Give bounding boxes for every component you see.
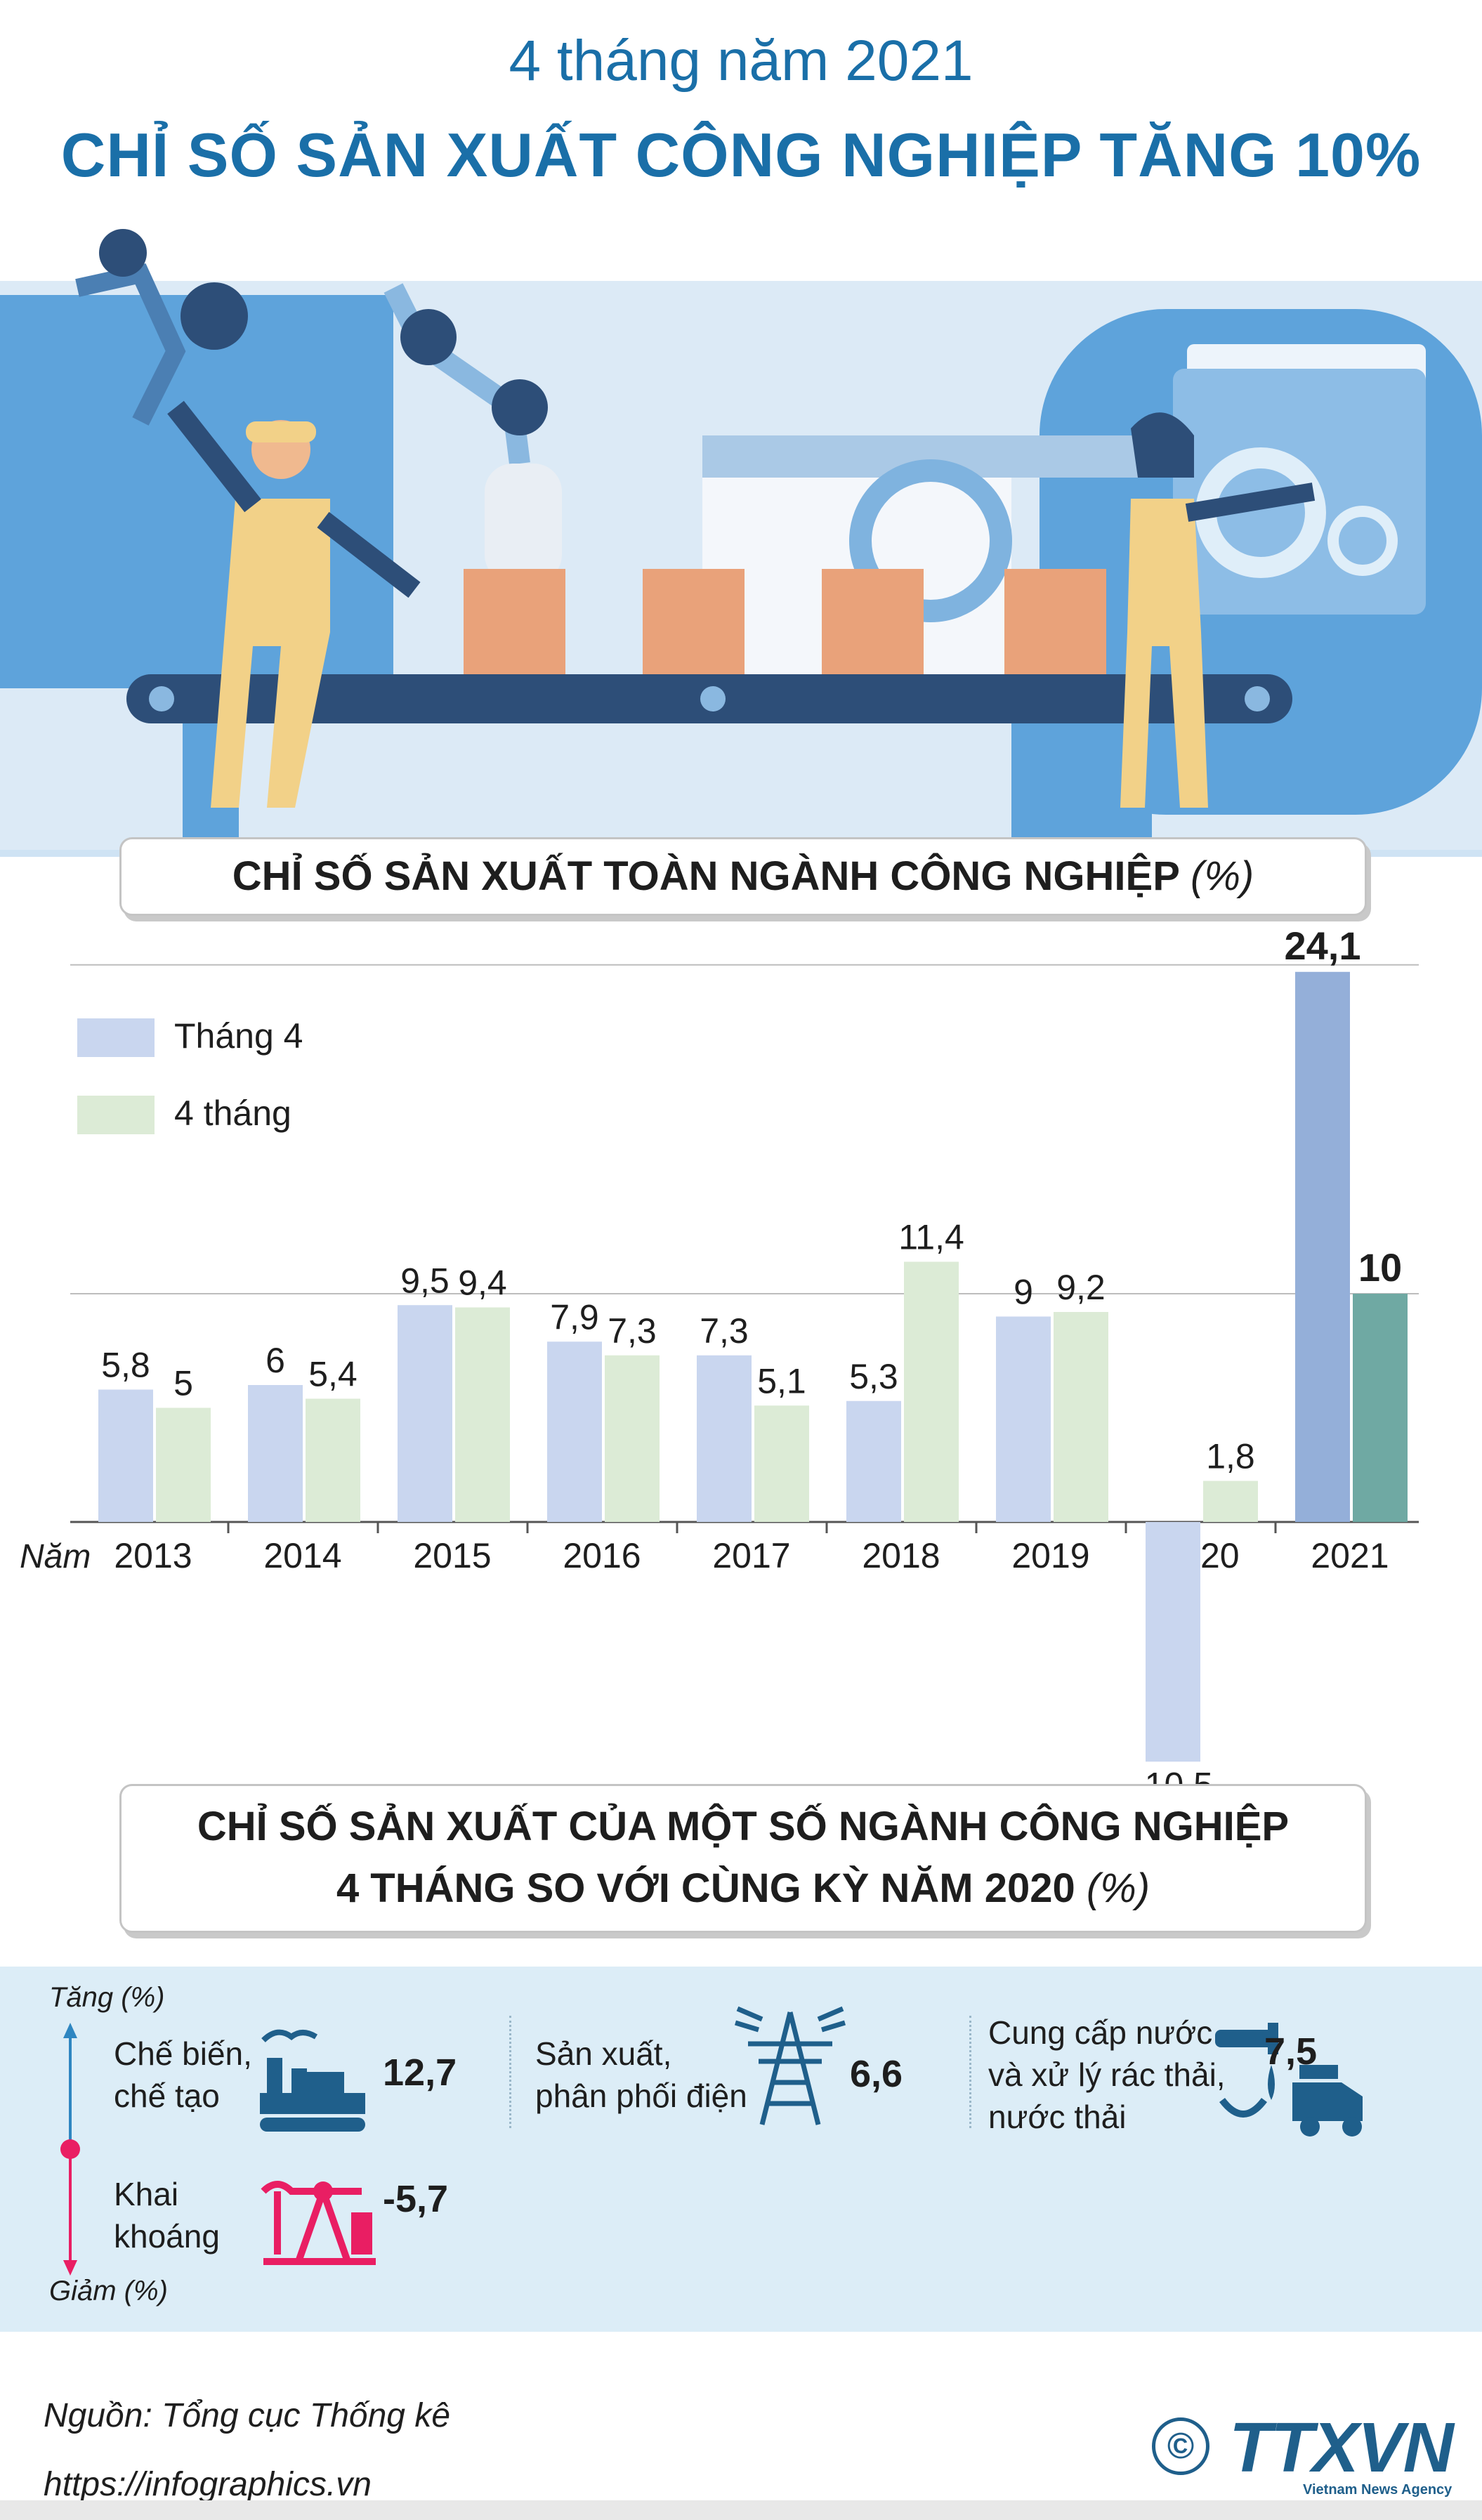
bar-april [1295, 971, 1350, 1522]
industry-label-electricity: Sản xuất, phân phối điện [535, 2035, 747, 2114]
x-axis-label: Năm [20, 1538, 91, 1575]
bar-april [1146, 1522, 1200, 1762]
data-label: 5,8 [101, 1346, 150, 1385]
logo-text: TTXVN [1229, 2408, 1454, 2487]
oil-pump-icon [261, 2181, 376, 2265]
industry-value-water: 7,5 [1264, 2030, 1318, 2073]
source-note: Nguồn: Tổng cục Thống kê [44, 2397, 451, 2434]
bar-april [996, 1316, 1051, 1522]
footer-strip [0, 2500, 1482, 2520]
increase-decrease-arrow-icon [60, 2023, 80, 2276]
data-label: 5,3 [849, 1357, 898, 1396]
data-label: 9,5 [400, 1261, 450, 1300]
section-unit: (%) [1086, 1865, 1150, 1911]
industry-value-mining: -5,7 [383, 2178, 449, 2220]
data-label: 5,4 [308, 1355, 358, 1394]
ttxvn-logo: © TTXVN Vietnam News Agency [1152, 2408, 1468, 2499]
data-label: 9,4 [458, 1264, 507, 1303]
bar-four-months [1054, 1312, 1108, 1522]
data-label: 5 [173, 1364, 193, 1403]
x-tick-label: 2019 [1011, 1536, 1089, 1575]
data-label: 9,2 [1056, 1268, 1106, 1307]
water-truck-icon [1215, 2023, 1363, 2137]
bar-four-months [904, 1261, 959, 1522]
separator [509, 2016, 511, 2128]
x-tick-label: 2017 [712, 1536, 790, 1575]
data-label: 7,9 [550, 1297, 599, 1337]
data-label: 6 [265, 1341, 285, 1380]
x-tick-label: 2014 [263, 1536, 341, 1575]
logo-subtext: Vietnam News Agency [1303, 2482, 1453, 2498]
industry-label-manufacturing: Chế biến, chế tạo [114, 2035, 252, 2114]
bar-april [846, 1400, 901, 1522]
section-title-text: CHỈ SỐ SẢN XUẤT TOÀN NGÀNH CÔNG NGHIỆP [232, 853, 1179, 899]
bar-april [98, 1389, 153, 1522]
section-title-overall-index: CHỈ SỐ SẢN XUẤT TOÀN NGÀNH CÔNG NGHIỆP (… [119, 837, 1367, 916]
x-tick-label: 2018 [862, 1536, 940, 1575]
bar-four-months [1203, 1481, 1258, 1522]
data-label: 10 [1358, 1245, 1402, 1289]
section-unit: (%) [1191, 853, 1254, 899]
power-tower-icon [734, 2006, 846, 2125]
decrease-label: Giảm (%) [49, 2276, 168, 2306]
factory-icon [260, 2029, 365, 2132]
factory-illustration [0, 229, 1482, 857]
industry-label-water: Cung cấp nước và xử lý rác thải, nước th… [988, 2014, 1226, 2135]
bar-four-months [1353, 1294, 1408, 1522]
bar-four-months [605, 1355, 660, 1522]
bar-april [697, 1355, 752, 1522]
industry-value-manufacturing: 12,7 [383, 2052, 457, 2094]
page-subtitle: 4 tháng năm 2021 [509, 29, 973, 93]
bar-four-months [156, 1407, 211, 1522]
x-tick-label: 2013 [114, 1536, 192, 1575]
x-tick-label: 2015 [413, 1536, 491, 1575]
section-title-sector-index: CHỈ SỐ SẢN XUẤT CỦA MỘT SỐ NGÀNH CÔNG NG… [119, 1784, 1367, 1933]
legend-swatch [77, 1096, 155, 1134]
data-label: 24,1 [1285, 927, 1361, 968]
legend-swatch [77, 1018, 155, 1057]
data-label: 7,3 [700, 1311, 749, 1351]
separator [969, 2016, 971, 2128]
bar-april [248, 1385, 303, 1522]
data-label: 11,4 [898, 1218, 964, 1257]
bar-chart: Tháng 4 4 tháng Năm 2013 5,8 5 2014 6 5,4 2015 9,5… [20, 927, 1419, 1784]
page-title: CHỈ SỐ SẢN XUẤT CÔNG NGHIỆP TĂNG 10% [60, 120, 1422, 190]
bar-april [398, 1305, 452, 1522]
website-link[interactable]: https://infographics.vn [44, 2466, 372, 2503]
industry-label-mining: Khai khoáng [114, 2176, 220, 2255]
x-tick-label: 2021 [1311, 1536, 1389, 1575]
copyright-icon: © [1152, 2417, 1209, 2475]
data-label: 1,8 [1206, 1437, 1255, 1476]
data-label: 5,1 [757, 1361, 806, 1400]
bar-four-months [754, 1405, 809, 1522]
legend-label: 4 tháng [174, 1094, 291, 1133]
bar-four-months [455, 1307, 510, 1522]
section-title-line2: 4 THÁNG SO VỚI CÙNG KỲ NĂM 2020 [336, 1865, 1075, 1911]
legend-label: Tháng 4 [174, 1016, 303, 1056]
data-label: 7,3 [608, 1311, 657, 1351]
industry-panel: Tăng (%) Giảm (%) Chế biến, chế tạo 12,7… [0, 1967, 1482, 2332]
industry-value-electricity: 6,6 [850, 2053, 903, 2095]
increase-label: Tăng (%) [49, 1982, 165, 2013]
bar-four-months [306, 1398, 360, 1522]
section-title-line1: CHỈ SỐ SẢN XUẤT CỦA MỘT SỐ NGÀNH CÔNG NG… [197, 1804, 1290, 1849]
x-tick-label: 2016 [563, 1536, 641, 1575]
data-label: 9 [1014, 1273, 1033, 1312]
bar-april [547, 1341, 602, 1522]
data-label: -10,5 [1133, 1765, 1213, 1784]
